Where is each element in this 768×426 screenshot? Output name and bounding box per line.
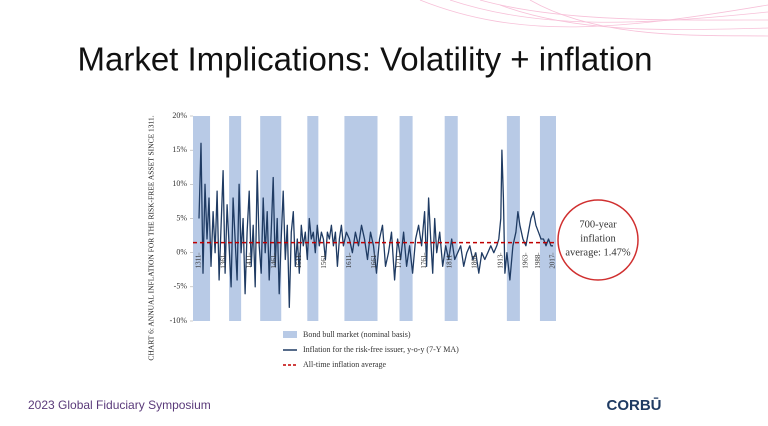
bull-market-band [229, 116, 242, 321]
y-tick-label: 5% [176, 213, 187, 222]
x-tick-label: 1861 [470, 254, 478, 269]
y-tick-label: 0% [176, 247, 187, 256]
y-tick-label: -10% [170, 316, 188, 325]
inflation-line [198, 142, 553, 308]
y-tick-label: 10% [172, 179, 187, 188]
legend-label: Bond bull market (nominal basis) [303, 330, 411, 339]
legend-label: Inflation for the risk-free issuer, y-o-… [303, 345, 459, 354]
x-tick-label: 2017 [549, 254, 557, 269]
bull-market-band [444, 116, 458, 321]
y-axis-label: CHART 6: ANNUAL INFLATION FOR THE RISK-F… [147, 115, 156, 360]
slide-title: Market Implications: Volatility + inflat… [77, 41, 652, 78]
y-tick-label: -5% [174, 282, 188, 291]
x-tick-label: 1761 [420, 254, 428, 269]
footer: 2023 Global Fiduciary Symposium [28, 398, 211, 412]
annotation-text: 700-year [579, 219, 617, 230]
x-tick-label: 1411 [245, 254, 253, 268]
decor-waves [419, 0, 768, 37]
x-tick-label: 1988 [534, 254, 542, 269]
annotation-text: inflation [580, 233, 616, 244]
x-tick-label: 1461 [270, 254, 278, 269]
x-tick-label: 1561 [320, 254, 328, 269]
logo: CORBŪ [607, 397, 662, 414]
bull-market-band [539, 116, 556, 321]
x-tick-label: 1361 [220, 254, 228, 269]
y-tick-label: 20% [172, 111, 187, 120]
annotation-circle [557, 199, 639, 281]
annotation-text: average: 1.47% [565, 247, 631, 258]
bull-market-band [344, 116, 378, 321]
x-tick-label: 1963 [522, 254, 530, 269]
x-tick-label: 1913 [496, 254, 504, 268]
bull-market-band [260, 116, 282, 321]
bull-market-band [307, 116, 319, 321]
x-tick-label: 1511 [295, 254, 303, 268]
x-tick-label: 1311 [195, 254, 203, 268]
x-tick-label: 1661 [370, 254, 378, 269]
y-tick-label: 15% [172, 145, 187, 154]
legend-swatch [283, 331, 297, 338]
x-tick-label: 1811 [445, 254, 453, 268]
legend-label: All-time inflation average [303, 360, 387, 369]
x-tick-label: 1711 [395, 254, 403, 268]
bull-market-band [399, 116, 413, 321]
bull-market-band [506, 116, 520, 321]
x-tick-label: 1611 [345, 254, 353, 268]
